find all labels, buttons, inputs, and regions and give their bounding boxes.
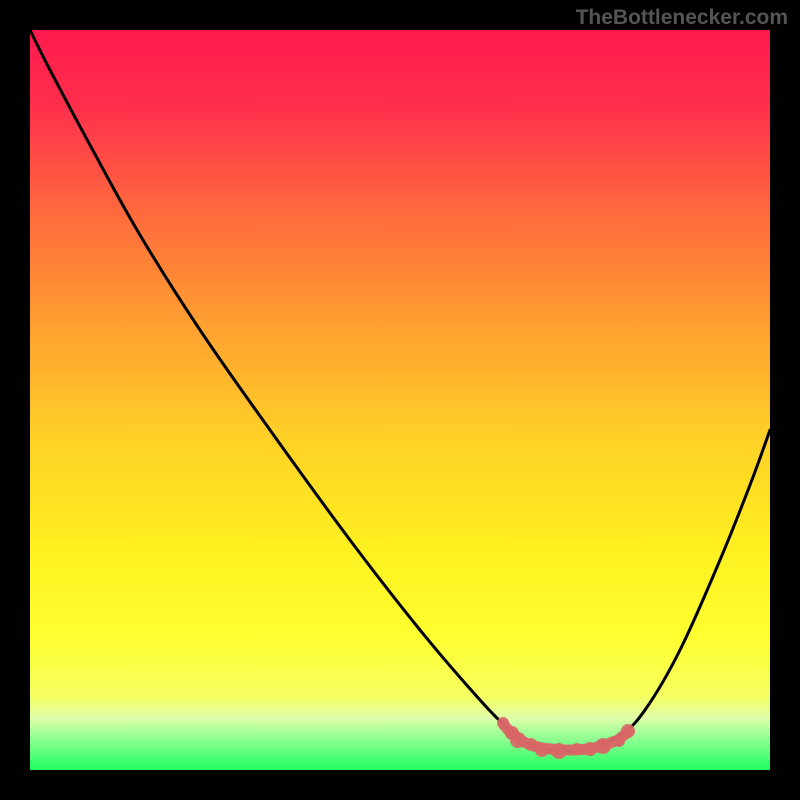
chart-area [30, 30, 770, 770]
gradient-background [30, 30, 770, 770]
chart-svg [30, 30, 770, 770]
watermark-text: TheBottlenecker.com [576, 6, 788, 30]
